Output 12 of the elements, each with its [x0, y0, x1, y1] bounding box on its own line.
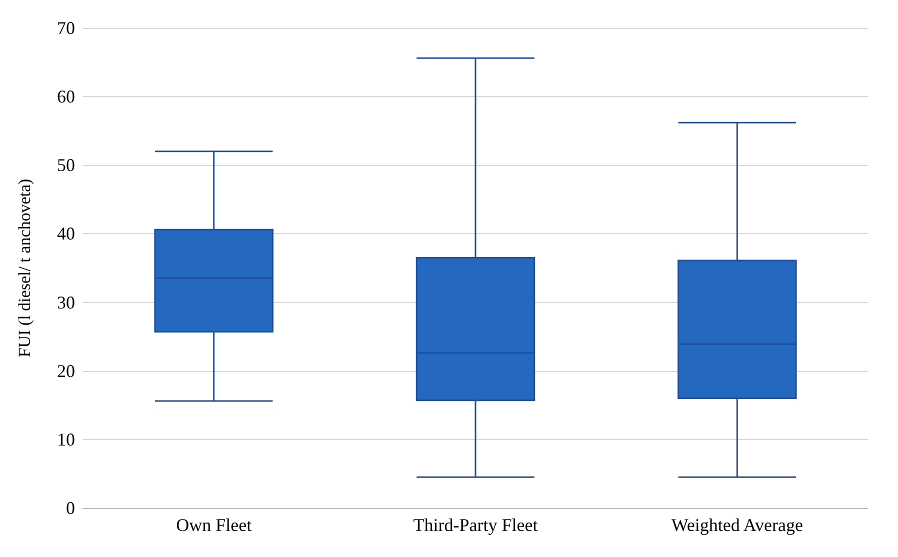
y-tick-label: 60: [57, 86, 75, 107]
y-tick-label: 10: [57, 429, 75, 450]
x-tick-label: Own Fleet: [176, 515, 252, 535]
x-tick-label: Third-Party Fleet: [413, 515, 538, 535]
y-tick-label: 50: [57, 155, 75, 176]
y-tick-label: 0: [66, 498, 75, 518]
y-tick-label: 40: [57, 224, 75, 244]
x-tick-label: Weighted Average: [671, 515, 804, 535]
y-tick-label: 70: [57, 18, 75, 38]
y-tick-label: 30: [57, 292, 75, 312]
y-axis-title: FUI (l diesel/ t anchoveta): [15, 178, 34, 358]
y-tick-label: 20: [57, 360, 75, 381]
